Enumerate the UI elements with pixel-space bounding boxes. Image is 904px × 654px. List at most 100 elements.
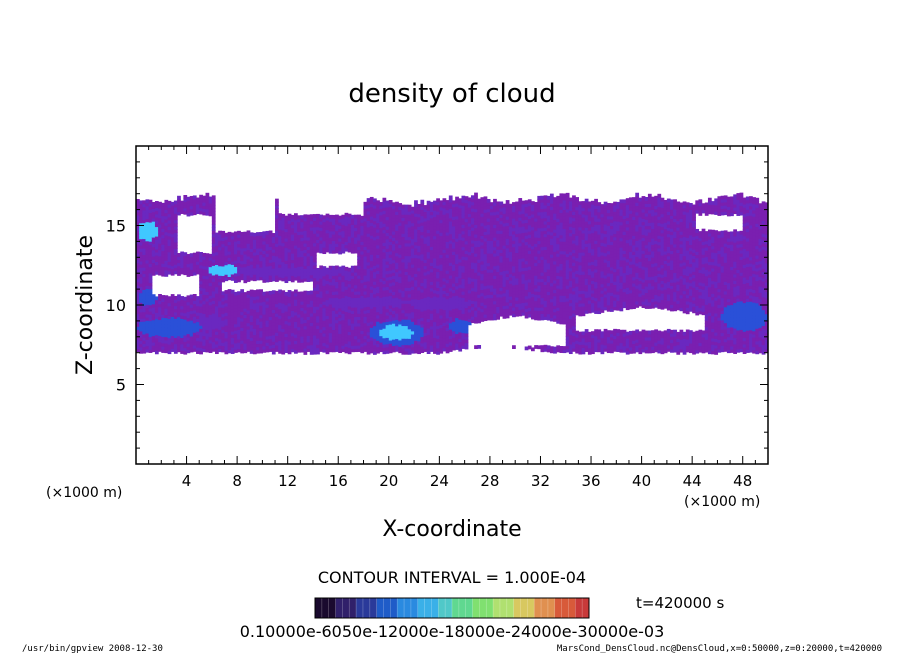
heat-cell <box>376 333 380 338</box>
heat-cell <box>192 259 197 263</box>
heat-cell <box>436 341 440 346</box>
heat-cell <box>151 217 156 222</box>
heat-cell <box>442 338 447 342</box>
heat-cell <box>467 229 472 234</box>
heat-cell <box>136 323 140 327</box>
heat-cell <box>227 270 232 274</box>
heat-cell <box>436 344 440 349</box>
heat-cell <box>433 311 437 316</box>
heat-cell <box>426 321 431 326</box>
heat-cell <box>265 269 270 273</box>
heat-cell <box>170 344 175 349</box>
heat-cell <box>344 308 349 312</box>
heat-cell <box>445 305 450 309</box>
heat-cell <box>278 302 282 307</box>
heat-cell <box>240 231 245 236</box>
heat-cell <box>259 276 263 281</box>
heat-cell <box>335 294 339 298</box>
heat-cell <box>480 270 485 275</box>
heat-cell <box>486 237 491 241</box>
heat-cell <box>192 262 197 266</box>
heat-cell <box>211 211 216 216</box>
heat-cell <box>407 338 412 343</box>
heat-cell <box>161 260 166 264</box>
heat-cell <box>256 257 260 262</box>
heat-cell <box>347 337 352 342</box>
heat-cell <box>382 204 387 208</box>
heat-cell <box>338 339 342 344</box>
heat-cell <box>151 348 156 353</box>
heat-cell <box>464 304 469 309</box>
heat-cell <box>278 340 282 345</box>
heat-cell <box>303 268 308 273</box>
heat-cell <box>505 305 510 309</box>
heat-cell <box>142 228 147 233</box>
heat-cell <box>246 262 251 267</box>
heat-cell <box>410 216 415 221</box>
heat-cell <box>211 233 216 238</box>
heat-cell <box>249 350 254 354</box>
heat-cell <box>338 247 342 252</box>
heat-cell <box>303 322 308 327</box>
heat-cell <box>224 334 229 339</box>
heat-cell <box>233 336 238 341</box>
heat-cell <box>268 300 273 305</box>
heat-cell <box>395 223 399 228</box>
heat-cell <box>230 245 235 250</box>
heat-cell <box>215 238 219 243</box>
heat-cell <box>369 292 374 297</box>
heat-cell <box>309 335 314 339</box>
heat-cell <box>414 257 418 262</box>
heat-cell <box>240 295 245 300</box>
heat-cell <box>445 327 450 332</box>
heat-cell <box>262 333 267 337</box>
heat-cell <box>470 239 475 244</box>
heat-cell <box>151 294 156 299</box>
heat-cell <box>230 264 235 269</box>
heat-cell <box>414 346 418 351</box>
heat-cell <box>436 246 440 250</box>
heat-cell <box>331 342 336 346</box>
heat-cell <box>474 259 478 264</box>
heat-cell <box>480 311 485 316</box>
heat-cell <box>357 284 361 289</box>
heat-cell <box>208 336 213 341</box>
heat-cell <box>423 306 428 311</box>
heat-cell <box>464 199 469 204</box>
heat-cell <box>395 217 399 222</box>
heat-cell <box>199 331 203 336</box>
heat-cell <box>502 311 507 316</box>
heat-cell <box>505 225 510 230</box>
heat-cell <box>180 296 184 300</box>
heat-cell <box>347 347 352 352</box>
heat-cell <box>309 341 314 346</box>
heat-cell <box>325 337 330 342</box>
heat-cell <box>420 288 425 293</box>
heat-cell <box>445 241 450 246</box>
heat-cell <box>489 205 494 210</box>
heat-cell <box>480 273 485 278</box>
heat-cell <box>452 283 456 287</box>
heat-cell <box>300 253 305 258</box>
heat-cell <box>275 309 279 314</box>
heat-cell <box>417 273 421 278</box>
heat-cell <box>202 300 207 305</box>
heat-cell <box>508 245 513 249</box>
heat-cell <box>246 325 251 330</box>
heat-cell <box>420 218 425 223</box>
heat-cell <box>170 294 175 298</box>
heat-cell <box>142 248 147 252</box>
heat-cell <box>335 290 339 295</box>
heat-cell <box>502 232 507 237</box>
heat-cell <box>448 322 453 327</box>
heat-cell <box>170 322 175 327</box>
heat-cell <box>287 235 292 240</box>
heat-cell <box>407 322 412 327</box>
heat-cell <box>202 195 207 200</box>
heat-cell <box>496 252 500 257</box>
heat-cell <box>294 251 298 256</box>
heat-cell <box>211 309 216 314</box>
heat-cell <box>221 269 226 273</box>
heat-cell <box>420 276 425 280</box>
heat-cell <box>199 290 203 294</box>
